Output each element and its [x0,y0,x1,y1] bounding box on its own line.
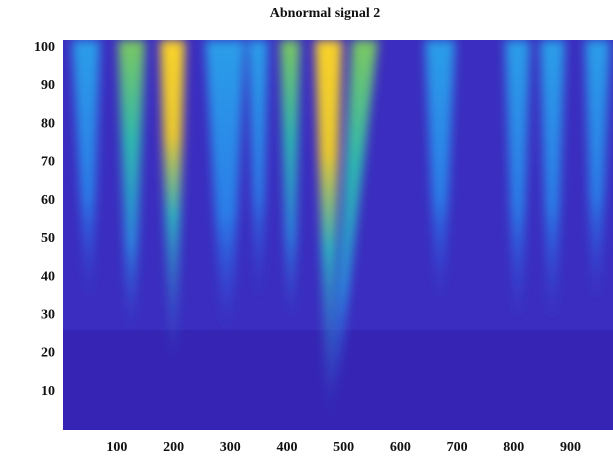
y-tick-label: 100 [34,40,55,55]
x-tick-label: 800 [503,440,524,455]
y-tick-label: 90 [41,78,55,93]
y-tick-label: 80 [41,116,55,131]
x-tick-label: 500 [333,440,354,455]
y-tick-label: 40 [41,269,55,284]
y-tick-label: 30 [41,308,55,323]
chart-title: Abnormal signal 2 [270,6,380,21]
x-tick-label: 700 [447,440,468,455]
x-tick-label: 900 [560,440,581,455]
y-tick-label: 50 [41,231,55,246]
y-tick-label: 20 [41,346,55,361]
x-tick-label: 100 [106,440,127,455]
y-tick-label: 70 [41,155,55,170]
y-tick-label: 10 [41,384,55,399]
x-tick-label: 400 [276,440,297,455]
x-tick-label: 300 [220,440,241,455]
y-tick-label: 60 [41,193,55,208]
x-tick-label: 600 [390,440,411,455]
x-tick-label: 200 [163,440,184,455]
heatmap-image [63,40,613,430]
